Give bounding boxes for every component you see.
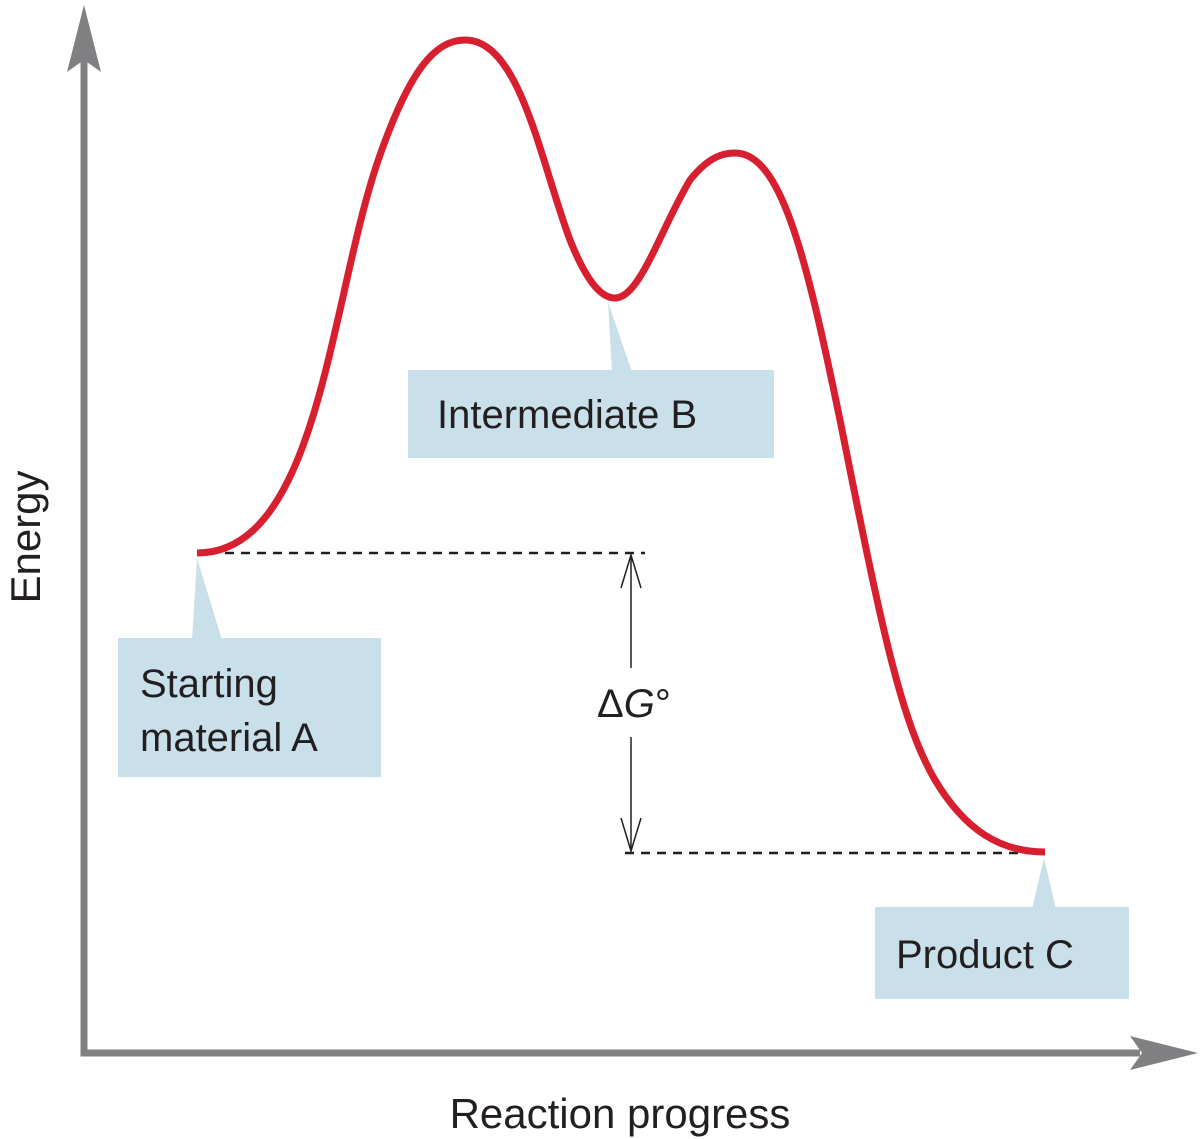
x-axis-title: Reaction progress — [450, 1090, 791, 1137]
starting-label-line-1: Starting — [140, 662, 278, 706]
reaction-energy-curve — [196, 36, 1046, 856]
delta-g-arrowhead-down — [620, 817, 642, 854]
starting-callout-pointer — [192, 558, 222, 640]
product-label: Product C — [896, 933, 1074, 977]
y-axis-arrowhead — [67, 5, 101, 72]
product-callout: Product C — [875, 858, 1129, 999]
intermediate-callout: Intermediate B — [408, 302, 774, 458]
delta-g-arrowhead-up — [620, 552, 642, 589]
product-callout-pointer — [1032, 858, 1056, 909]
axes — [67, 5, 1198, 1070]
starting-label: Starting material A — [140, 662, 318, 760]
intermediate-callout-pointer — [608, 302, 632, 372]
product-callout-box — [875, 907, 1129, 999]
starting-callout-box — [118, 638, 381, 777]
intermediate-callout-box — [408, 370, 774, 458]
y-axis-title: Energy — [2, 470, 49, 603]
delta-g-arrow — [620, 552, 642, 854]
x-axis-arrowhead — [1130, 1036, 1198, 1070]
intermediate-label: Intermediate B — [437, 393, 697, 437]
delta-g-label: ΔG° — [597, 682, 671, 726]
starting-label-line-2: material A — [140, 716, 318, 760]
starting-callout: Starting material A — [118, 558, 381, 777]
